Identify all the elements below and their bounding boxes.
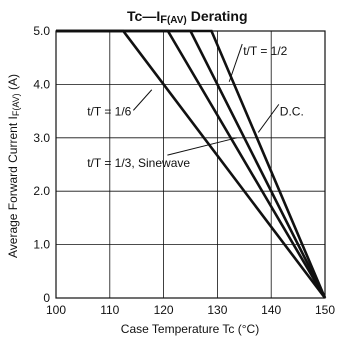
y-tick-label: 1.0 xyxy=(33,238,50,252)
x-tick-label: 110 xyxy=(100,303,119,317)
y-tick-label: 5.0 xyxy=(33,24,50,38)
annotation-label-3: t/T = 1/3, Sinewave xyxy=(87,156,190,170)
y-axis-label: Average Forward Current IF(AV) (A) xyxy=(6,74,21,258)
annotation-leader-1 xyxy=(257,104,280,133)
x-tick-label: 140 xyxy=(261,303,281,317)
annotation-leader-0 xyxy=(228,43,243,82)
x-tick-label: 130 xyxy=(207,303,227,317)
tick-labels: 100 110 120 130 140 150 0 1.0 2.0 3.0 4.0 5.0 xyxy=(33,24,335,317)
annotation-leader-2 xyxy=(132,89,153,111)
x-tick-label: 100 xyxy=(46,303,66,317)
annotation-label-0: t/T = 1/2 xyxy=(243,44,287,58)
chart-title: Tc—IF(AV) Derating xyxy=(127,8,248,26)
x-tick-label: 120 xyxy=(154,303,174,317)
y-tick-label: 0 xyxy=(43,291,50,305)
annotation-leader-3 xyxy=(167,137,237,156)
annotation-label-2: t/T = 1/6 xyxy=(87,104,131,118)
x-axis-label: Case Temperature Tc (°C) xyxy=(121,322,259,336)
annotations: t/T = 1/2 D.C. t/T = 1/6 t/T = 1/3, Sinewav… xyxy=(87,43,304,170)
y-tick-label: 4.0 xyxy=(33,77,50,91)
x-tick-label: 150 xyxy=(315,303,335,317)
annotation-label-1: D.C. xyxy=(280,104,304,118)
y-tick-label: 3.0 xyxy=(33,131,50,145)
grid xyxy=(56,31,325,298)
y-tick-label: 2.0 xyxy=(33,184,50,198)
plot-frame xyxy=(55,30,326,299)
